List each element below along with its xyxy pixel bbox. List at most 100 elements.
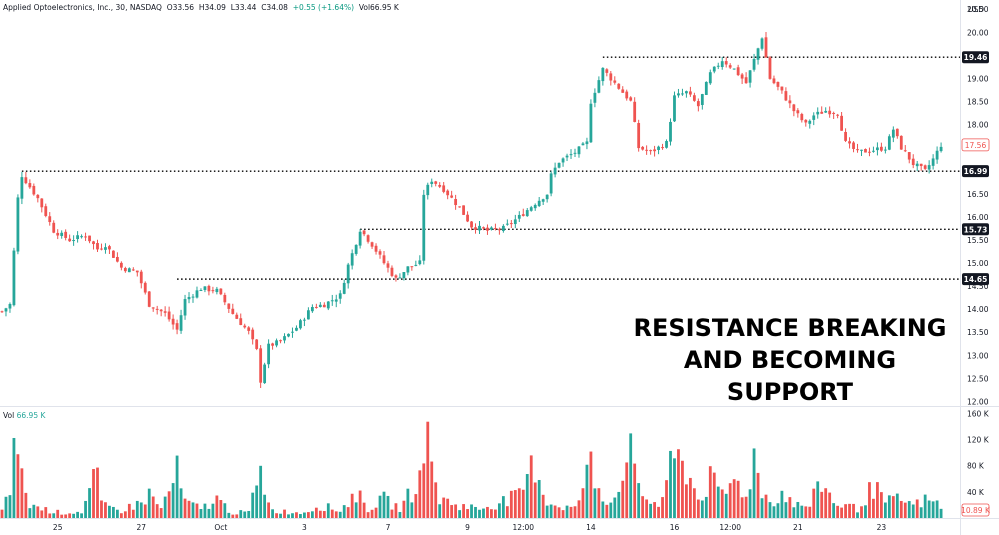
candle-body bbox=[374, 245, 378, 252]
volume-bar bbox=[96, 467, 99, 518]
support-resistance-lines[interactable] bbox=[21, 56, 960, 280]
candle-body bbox=[784, 91, 788, 101]
time-axis[interactable]: 25 27 Oct 3 7 9 12:00 14 16 12:00 21 23 bbox=[53, 523, 886, 532]
volume-bar bbox=[306, 512, 310, 518]
volume-bar bbox=[318, 510, 322, 518]
volume-bar bbox=[310, 511, 314, 518]
candle-body bbox=[255, 339, 259, 349]
volume-bar bbox=[935, 500, 939, 518]
volume-bar bbox=[474, 506, 477, 518]
volume-bar bbox=[175, 455, 179, 518]
volume-bar bbox=[346, 507, 350, 518]
candle-body bbox=[410, 266, 414, 268]
volume-bar bbox=[840, 507, 844, 518]
symbol-title[interactable]: Applied Optoelectronics, Inc., 30, NASDA… bbox=[3, 3, 162, 12]
candle-body bbox=[665, 141, 668, 148]
candle-body bbox=[939, 146, 943, 152]
candle-body bbox=[533, 204, 537, 209]
volume-bar bbox=[879, 492, 883, 518]
volume-bar bbox=[700, 500, 704, 518]
volume-bar bbox=[625, 462, 629, 518]
volume-bar bbox=[418, 470, 422, 518]
candle-body bbox=[167, 311, 171, 320]
volume-bar bbox=[295, 512, 298, 518]
volume-bar bbox=[442, 497, 446, 518]
candle-body bbox=[418, 260, 422, 265]
volume-bar bbox=[247, 510, 251, 518]
candle-body bbox=[450, 195, 454, 198]
candle-body bbox=[80, 236, 83, 238]
candle-body bbox=[362, 230, 366, 235]
price-axis[interactable]: 12.00 12.50 13.00 13.50 14.00 14.50 15.00 15.50… bbox=[967, 5, 989, 406]
volume-bar bbox=[565, 505, 569, 518]
candle-body bbox=[326, 301, 330, 309]
candle-body bbox=[756, 48, 760, 60]
volume-bar bbox=[573, 506, 577, 518]
candle-body bbox=[780, 86, 784, 91]
candle-body bbox=[692, 95, 696, 101]
volume-bar bbox=[4, 496, 8, 518]
volume-bar bbox=[259, 465, 263, 518]
volume-bar bbox=[939, 508, 943, 518]
volume-label[interactable]: Vol bbox=[3, 411, 15, 420]
candle-body bbox=[199, 290, 203, 292]
volume-bar bbox=[139, 502, 143, 518]
candle-body bbox=[147, 291, 151, 307]
volume-bar bbox=[88, 488, 91, 518]
time-tick-label: 9 bbox=[465, 523, 470, 532]
candle-body bbox=[712, 66, 716, 72]
volume-bar bbox=[147, 488, 151, 518]
level-label-text: 14.65 bbox=[964, 275, 988, 284]
candle-body bbox=[812, 115, 816, 120]
volume-bar bbox=[760, 498, 764, 518]
candle-body bbox=[728, 65, 732, 68]
annotation-text: RESISTANCE BREAKING AND BECOMING SUPPORT bbox=[620, 312, 960, 408]
volume-bar bbox=[187, 500, 191, 518]
candle-body bbox=[553, 167, 557, 175]
price-tick-label: 18.00 bbox=[967, 121, 989, 130]
candle-body bbox=[263, 364, 267, 384]
price-tick-label: 13.00 bbox=[967, 351, 989, 360]
volume-bar bbox=[864, 505, 867, 518]
volume-bar bbox=[764, 494, 768, 518]
candle-body bbox=[135, 270, 139, 273]
candle-body bbox=[605, 69, 609, 73]
candle-body bbox=[808, 120, 812, 124]
candle-body bbox=[760, 38, 764, 49]
candle-body bbox=[593, 92, 597, 103]
candle-body bbox=[207, 285, 211, 292]
volume-bar bbox=[115, 509, 119, 518]
candle-body bbox=[354, 244, 358, 254]
candle-body bbox=[191, 296, 195, 298]
candle-body bbox=[772, 78, 776, 84]
candle-body bbox=[299, 320, 302, 329]
volume-bar bbox=[883, 502, 887, 518]
candle-body bbox=[617, 83, 621, 89]
volume-bar bbox=[255, 485, 259, 518]
volume-bar bbox=[561, 510, 565, 518]
candle-body bbox=[649, 150, 653, 152]
volume-bar bbox=[529, 455, 533, 518]
candle-body bbox=[887, 136, 891, 150]
candle-body bbox=[907, 152, 911, 160]
candle-body bbox=[573, 152, 577, 154]
candle-body bbox=[704, 81, 708, 95]
candle-body bbox=[494, 228, 497, 230]
volume-bar bbox=[931, 501, 935, 518]
candle-body bbox=[856, 149, 859, 151]
candle-body bbox=[151, 307, 155, 309]
volume-bar bbox=[358, 490, 362, 518]
candle-body bbox=[490, 227, 493, 230]
currency-label[interactable]: USD bbox=[968, 5, 985, 14]
last-volume-box bbox=[961, 503, 990, 517]
volume-bar bbox=[279, 513, 282, 518]
candle-body bbox=[577, 146, 581, 155]
volume-bar bbox=[494, 509, 497, 518]
candle-body bbox=[310, 307, 314, 312]
candle-body bbox=[478, 225, 481, 231]
candle-body bbox=[720, 61, 724, 68]
price-tick-label: 19.00 bbox=[967, 74, 989, 83]
candle-body bbox=[243, 325, 247, 328]
candle-body bbox=[609, 73, 613, 81]
